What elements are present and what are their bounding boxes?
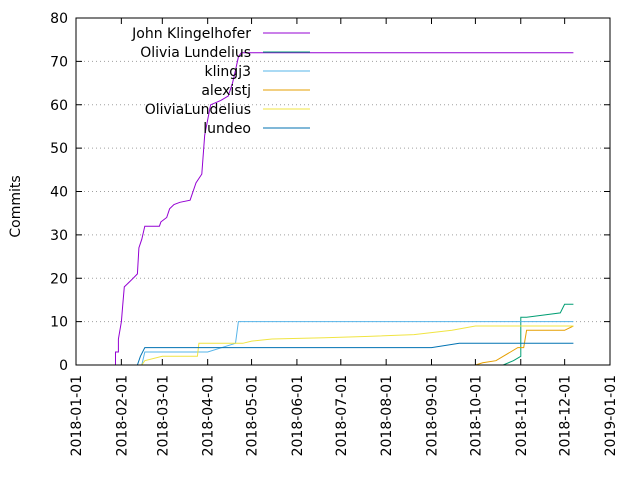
series-line-4 bbox=[141, 325, 574, 366]
y-tick-label: 0 bbox=[59, 358, 68, 374]
x-tick-label: 2019-01-01 bbox=[603, 375, 619, 456]
legend-label-5: lundeo bbox=[203, 121, 251, 137]
y-tick-label: 70 bbox=[50, 54, 68, 70]
x-tick-label: 2018-05-01 bbox=[245, 375, 261, 456]
y-axis-label: Commits bbox=[8, 175, 24, 237]
series-lines bbox=[115, 52, 574, 366]
y-tick-label: 30 bbox=[50, 228, 68, 244]
grid-lines bbox=[76, 60, 610, 323]
x-tick-label: 2018-11-01 bbox=[514, 375, 530, 456]
series-line-0 bbox=[115, 52, 574, 365]
y-tick-label: 80 bbox=[50, 11, 68, 27]
x-tick-label: 2018-08-01 bbox=[379, 375, 395, 456]
x-tick-label: 2018-03-01 bbox=[155, 375, 171, 456]
y-tick-label: 40 bbox=[50, 185, 68, 201]
x-tick-label: 2018-01-01 bbox=[69, 375, 85, 456]
x-tick-label: 2018-10-01 bbox=[468, 375, 484, 456]
series-line-5 bbox=[136, 342, 574, 366]
x-tick-label: 2018-04-01 bbox=[201, 375, 217, 456]
x-tick-label: 2018-02-01 bbox=[114, 375, 130, 456]
y-tick-label: 50 bbox=[50, 141, 68, 157]
legend-label-1: Olivia Lundelius bbox=[140, 45, 251, 61]
axes-ticks: 0 10 20 30 40 50 60 70 80 2018-01-01 2018-02-01 201… bbox=[50, 11, 619, 456]
y-tick-label: 10 bbox=[50, 315, 68, 331]
legend-label-3: alexistj bbox=[201, 83, 251, 99]
x-tick-label: 2018-09-01 bbox=[425, 375, 441, 456]
legend-label-0: John Klingelhofer bbox=[131, 26, 251, 42]
y-tick-label: 20 bbox=[50, 271, 68, 287]
y-tick-label: 60 bbox=[50, 98, 68, 114]
legend-label-2: klingj3 bbox=[205, 64, 251, 80]
x-tick-label: 2018-07-01 bbox=[334, 375, 350, 456]
legend-label-4: OliviaLundelius bbox=[145, 102, 251, 118]
series-line-3 bbox=[475, 325, 574, 366]
x-tick-label: 2018-06-01 bbox=[290, 375, 306, 456]
series-line-1 bbox=[476, 303, 574, 366]
legend: John Klingelhofer Olivia Lundelius klingj3… bbox=[131, 26, 310, 137]
x-tick-label: 2018-12-01 bbox=[558, 375, 574, 456]
